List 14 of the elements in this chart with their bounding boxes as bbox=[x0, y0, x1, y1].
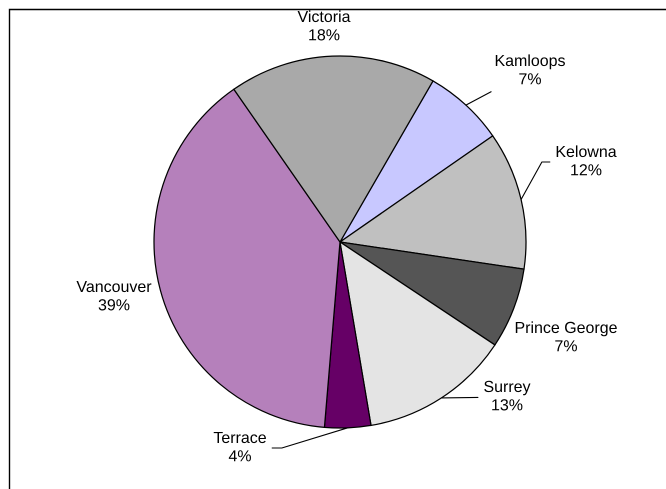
slice-label: Vancouver bbox=[76, 280, 152, 292]
data-label: 39% bbox=[98, 299, 130, 310]
slice-label: Prince George bbox=[516, 321, 617, 336]
data-label: 7% bbox=[555, 340, 577, 352]
slice-label: Surrey bbox=[484, 380, 530, 396]
data-label: 18% bbox=[309, 29, 340, 40]
data-label: 4% bbox=[228, 450, 251, 462]
slice-label: Victoria bbox=[298, 10, 350, 22]
data-label: 13% bbox=[492, 399, 522, 410]
slice-label: Kamloops bbox=[496, 54, 565, 70]
slice-label: Terrace bbox=[214, 432, 266, 444]
data-label: 12% bbox=[571, 164, 602, 176]
data-label: 7% bbox=[519, 73, 541, 84]
slice-label: Kelowna bbox=[556, 145, 617, 158]
